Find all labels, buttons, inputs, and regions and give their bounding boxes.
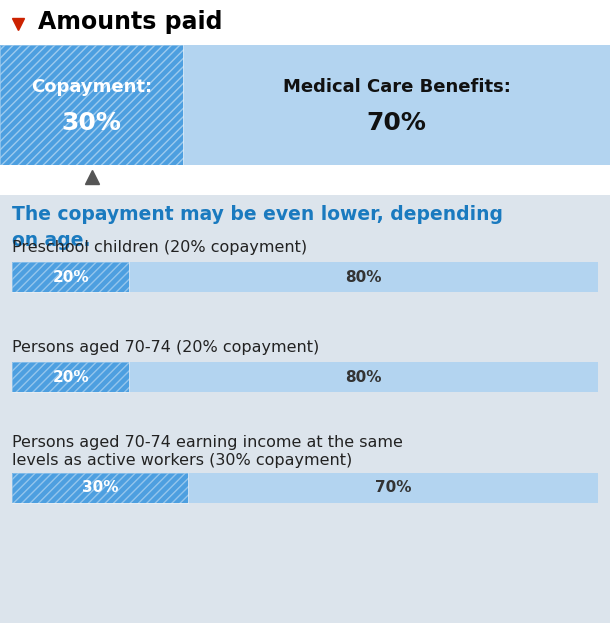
Bar (12, 362, 129, 392)
Bar (188, 473, 598, 503)
Text: 30%: 30% (62, 111, 121, 135)
Text: Persons aged 70-74 (20% copayment): Persons aged 70-74 (20% copayment) (12, 340, 319, 355)
Bar (12, 262, 129, 292)
Text: 70%: 70% (367, 111, 426, 135)
Bar (0, 45, 183, 165)
Bar (0, 165, 610, 195)
Text: 20%: 20% (52, 270, 89, 285)
Text: 20%: 20% (52, 369, 89, 384)
Bar (12, 473, 188, 503)
Text: Copayment:: Copayment: (31, 78, 152, 96)
Text: Persons aged 70-74 earning income at the same: Persons aged 70-74 earning income at the… (12, 435, 403, 450)
Text: 80%: 80% (345, 369, 382, 384)
Text: Amounts paid: Amounts paid (38, 10, 223, 34)
Text: The copayment may be even lower, depending: The copayment may be even lower, dependi… (12, 205, 503, 224)
Bar (129, 362, 598, 392)
Text: on age.: on age. (12, 231, 90, 250)
Text: Medical Care Benefits:: Medical Care Benefits: (282, 78, 511, 96)
Text: 30%: 30% (82, 480, 118, 495)
Bar (12, 262, 129, 292)
Bar (0, 0, 610, 45)
Text: Preschool children (20% copayment): Preschool children (20% copayment) (12, 240, 307, 255)
Bar (129, 262, 598, 292)
Bar (12, 362, 129, 392)
Bar (0, 45, 183, 165)
Bar (12, 473, 188, 503)
Text: levels as active workers (30% copayment): levels as active workers (30% copayment) (12, 453, 352, 468)
Bar (183, 45, 610, 165)
Text: 80%: 80% (345, 270, 382, 285)
Text: 70%: 70% (375, 480, 411, 495)
